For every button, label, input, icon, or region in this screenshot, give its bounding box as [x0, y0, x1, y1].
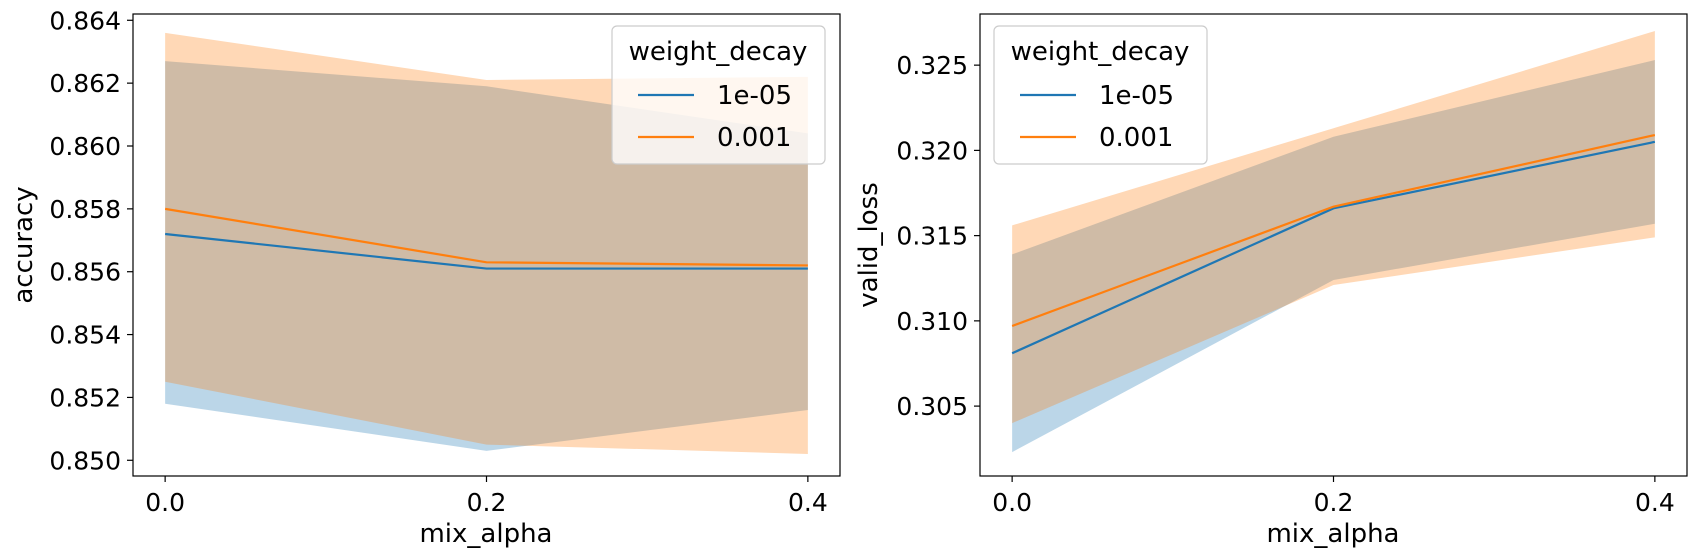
valid-loss-y-tick-label-0-305: 0.305: [896, 392, 968, 421]
accuracy-legend: weight_decay 1e-05 0.001: [611, 25, 826, 165]
accuracy-x-tick-label-0-2: 0.2: [467, 488, 507, 517]
accuracy-y-tick-label-0-862: 0.862: [49, 69, 121, 98]
accuracy-y-axis-label: accuracy: [9, 186, 39, 303]
valid-loss-plot-content: [1011, 31, 1656, 453]
accuracy-y-tick-label-0-860: 0.860: [49, 132, 121, 161]
accuracy-x-tick-label-0-4: 0.4: [788, 488, 828, 517]
valid-loss-legend-label-1e-05: 1e-05: [1099, 81, 1174, 111]
accuracy-y-tick-label-0-856: 0.856: [49, 258, 121, 287]
valid-loss-x-tick-label-0-4: 0.4: [1635, 488, 1675, 517]
accuracy-legend-label-0-001: 0.001: [717, 123, 791, 153]
valid-loss-line-0-001: [1011, 133, 1656, 328]
valid-loss-subplot: 0.0 0.2 0.4 0.305 0.310 0.315 0.320 0.325 mix_a…: [854, 13, 1688, 549]
accuracy-x-axis-label: mix_alpha: [419, 519, 552, 549]
accuracy-subplot: 0.0 0.2 0.4 0.850 0.852 0.854 0.856 0.858 0.860 0…: [9, 6, 841, 549]
valid-loss-line-1e-05: [1011, 140, 1656, 355]
valid-loss-y-axis-label: valid_loss: [854, 182, 884, 308]
accuracy-legend-title: weight_decay: [629, 37, 808, 67]
valid-loss-y-tick-label-0-315: 0.315: [896, 222, 968, 251]
accuracy-y-tick-label-0-850: 0.850: [49, 446, 121, 475]
accuracy-y-tick-label-0-858: 0.858: [49, 195, 121, 224]
valid-loss-x-tick-label-0-2: 0.2: [1314, 488, 1354, 517]
accuracy-y-tick-label-0-852: 0.852: [49, 383, 121, 412]
valid-loss-x-tick-label-0-0: 0.0: [992, 488, 1032, 517]
valid-loss-legend-box: [993, 25, 1208, 165]
valid-loss-legend-label-0-001: 0.001: [1099, 123, 1173, 153]
valid-loss-axes-ticks: 0.0 0.2 0.4 0.305 0.310 0.315 0.320 0.325: [896, 51, 1674, 517]
accuracy-axes-ticks: 0.0 0.2 0.4 0.850 0.852 0.854 0.856 0.858 0.860 0…: [49, 6, 827, 517]
valid-loss-x-axis-label: mix_alpha: [1266, 519, 1399, 549]
valid-loss-y-tick-label-0-310: 0.310: [896, 307, 968, 336]
valid-loss-legend: weight_decay 1e-05 0.001: [993, 25, 1208, 165]
accuracy-line-1e-05: [165, 232, 808, 270]
accuracy-legend-box: [611, 25, 826, 165]
accuracy-legend-label-1e-05: 1e-05: [717, 81, 792, 111]
valid-loss-band-0-001: [1012, 31, 1655, 424]
valid-loss-y-tick-label-0-320: 0.320: [896, 136, 968, 165]
accuracy-y-tick-label-0-864: 0.864: [49, 6, 121, 35]
valid-loss-y-tick-label-0-325: 0.325: [896, 51, 968, 80]
valid-loss-band-1e-05: [1012, 60, 1655, 453]
valid-loss-legend-title: weight_decay: [1011, 37, 1190, 67]
accuracy-line-0-001: [164, 207, 808, 267]
accuracy-y-tick-label-0-854: 0.854: [49, 321, 121, 350]
accuracy-x-tick-label-0-0: 0.0: [145, 488, 185, 517]
